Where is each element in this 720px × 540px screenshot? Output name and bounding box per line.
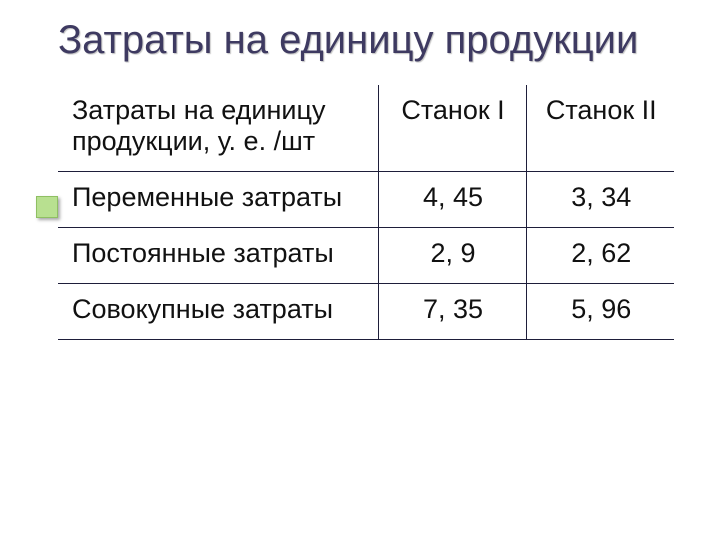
costs-table: Затраты на единицу продукции, у. е. /шт … — [58, 85, 674, 340]
cell-value: 5, 96 — [526, 283, 674, 339]
accent-square-icon — [36, 196, 58, 218]
col-header-machine-1: Станок I — [378, 85, 526, 172]
cell-value: 2, 9 — [378, 227, 526, 283]
slide-title: Затраты на единицу продукции — [58, 18, 692, 63]
table-row: Переменные затраты 4, 45 3, 34 — [58, 171, 674, 227]
cell-value: 4, 45 — [378, 171, 526, 227]
cell-value: 2, 62 — [526, 227, 674, 283]
col-header-costs: Затраты на единицу продукции, у. е. /шт — [58, 85, 378, 172]
slide: Затраты на единицу продукции Затраты на … — [0, 0, 720, 540]
cell-value: 7, 35 — [378, 283, 526, 339]
cell-value: 3, 34 — [526, 171, 674, 227]
row-label: Постоянные затраты — [58, 227, 378, 283]
row-label: Совокупные затраты — [58, 283, 378, 339]
table-header-row: Затраты на единицу продукции, у. е. /шт … — [58, 85, 674, 172]
table-row: Совокупные затраты 7, 35 5, 96 — [58, 283, 674, 339]
table-row: Постоянные затраты 2, 9 2, 62 — [58, 227, 674, 283]
row-label: Переменные затраты — [58, 171, 378, 227]
col-header-machine-2: Станок II — [526, 85, 674, 172]
